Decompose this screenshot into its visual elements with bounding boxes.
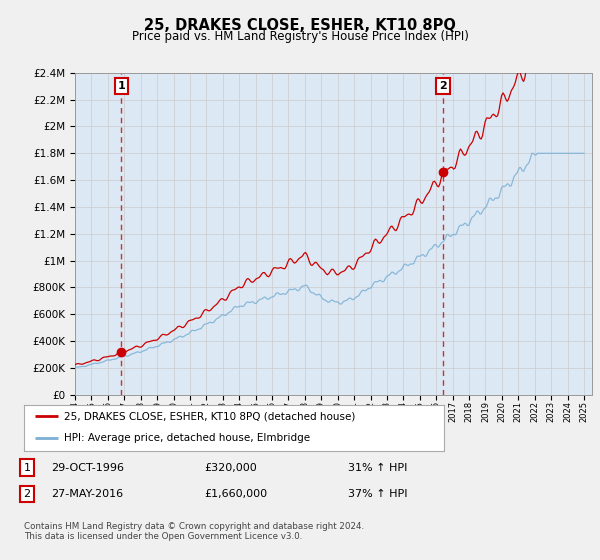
Text: £320,000: £320,000 — [204, 463, 257, 473]
Text: 2: 2 — [23, 489, 31, 499]
Text: 25, DRAKES CLOSE, ESHER, KT10 8PQ: 25, DRAKES CLOSE, ESHER, KT10 8PQ — [144, 18, 456, 34]
Text: £1,660,000: £1,660,000 — [204, 489, 267, 499]
Text: 37% ↑ HPI: 37% ↑ HPI — [348, 489, 407, 499]
Text: 2: 2 — [439, 81, 447, 91]
Text: 1: 1 — [118, 81, 125, 91]
Text: 31% ↑ HPI: 31% ↑ HPI — [348, 463, 407, 473]
Text: 1: 1 — [23, 463, 31, 473]
Text: 29-OCT-1996: 29-OCT-1996 — [51, 463, 124, 473]
Text: HPI: Average price, detached house, Elmbridge: HPI: Average price, detached house, Elmb… — [64, 433, 310, 443]
Text: Contains HM Land Registry data © Crown copyright and database right 2024.
This d: Contains HM Land Registry data © Crown c… — [24, 522, 364, 542]
Text: 27-MAY-2016: 27-MAY-2016 — [51, 489, 123, 499]
Text: 25, DRAKES CLOSE, ESHER, KT10 8PQ (detached house): 25, DRAKES CLOSE, ESHER, KT10 8PQ (detac… — [64, 412, 355, 421]
Text: Price paid vs. HM Land Registry's House Price Index (HPI): Price paid vs. HM Land Registry's House … — [131, 30, 469, 43]
